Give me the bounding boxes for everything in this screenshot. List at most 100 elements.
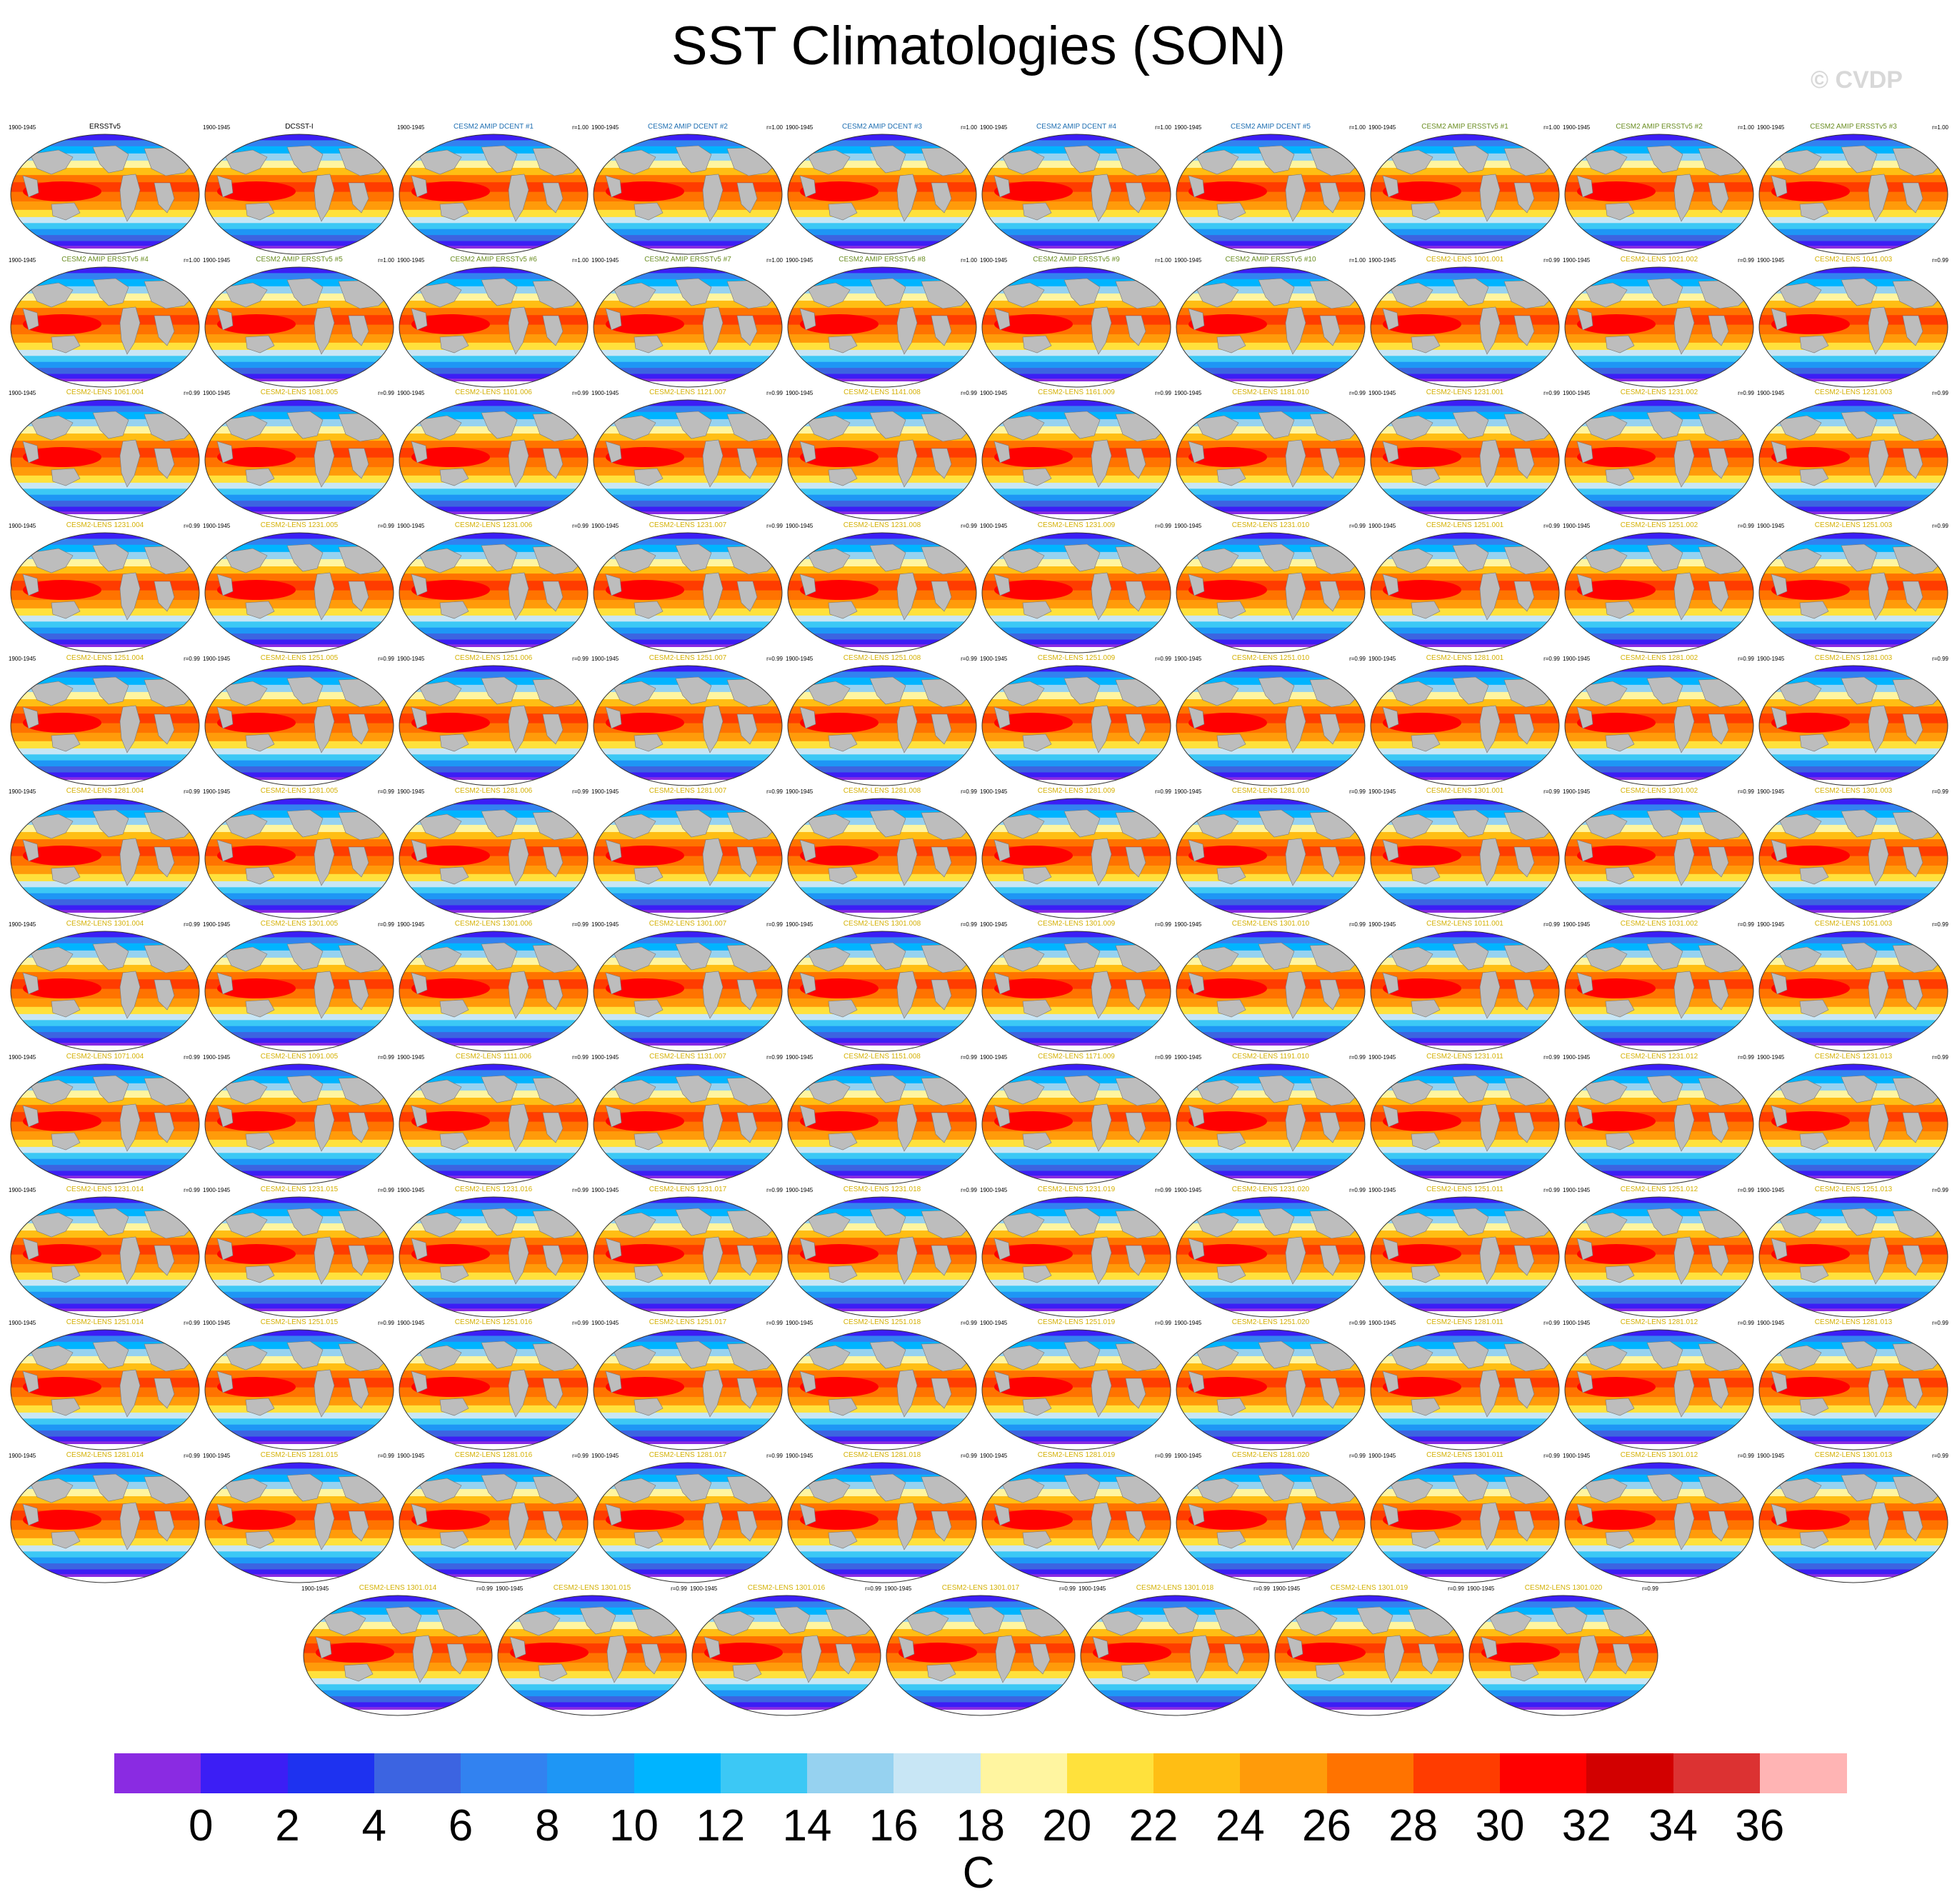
land — [119, 439, 141, 488]
land — [29, 149, 74, 175]
sst-band — [399, 1070, 588, 1077]
panel-title: CESM2-LENS 1251.018 — [843, 1318, 921, 1326]
sst-band — [1759, 573, 1948, 582]
warm-pool — [606, 181, 684, 201]
land — [1778, 149, 1822, 175]
panel-correlation: r=0.99 — [1932, 1054, 1948, 1061]
panel-period: 1900-1945 — [980, 1320, 1008, 1326]
sst-band — [982, 1006, 1171, 1015]
sst-map — [1274, 1595, 1464, 1716]
sst-band — [1565, 804, 1753, 811]
land — [542, 979, 564, 1011]
land — [1513, 1112, 1535, 1143]
sst-band — [205, 1197, 394, 1204]
sst-band — [1371, 134, 1559, 141]
sst-band — [1176, 671, 1365, 678]
panel-correlation: r=1.00 — [1932, 124, 1948, 131]
sst-band — [11, 931, 199, 938]
sst-band — [788, 241, 976, 247]
sst-band — [788, 506, 976, 513]
sst-band — [982, 1551, 1171, 1558]
land — [29, 813, 74, 839]
panel-correlation: r=0.99 — [1155, 1054, 1171, 1061]
map-border — [1758, 266, 1948, 388]
land — [245, 335, 275, 354]
warm-pool — [1771, 1111, 1850, 1131]
sst-map — [1176, 134, 1366, 255]
sst-band — [982, 1298, 1171, 1305]
land — [799, 972, 816, 995]
land — [411, 175, 428, 198]
sst-band — [594, 706, 782, 715]
map-panel: CESM2-LENS 1301.016 1900-1945 r=0.99 — [690, 1584, 883, 1718]
sst-band — [205, 1418, 394, 1426]
panel-title: CESM2-LENS 1301.010 — [1231, 920, 1310, 928]
sst-band — [1371, 881, 1559, 888]
map-panel: CESM2-LENS 1281.002 1900-1945 r=0.99 — [1563, 654, 1756, 788]
land — [1411, 1265, 1441, 1283]
sst-band — [205, 1026, 394, 1033]
land — [1799, 1265, 1829, 1283]
land — [508, 572, 529, 621]
land — [119, 174, 141, 222]
sst-band — [205, 760, 394, 768]
land — [439, 1265, 469, 1283]
sst-band — [1176, 760, 1365, 768]
panel-period: 1900-1945 — [397, 257, 425, 264]
land — [22, 972, 39, 995]
sst-band — [1371, 754, 1559, 761]
land — [1902, 1378, 1923, 1409]
sst-band — [205, 229, 394, 236]
sst-band — [1565, 1363, 1753, 1372]
sst-band — [1565, 1336, 1753, 1343]
warm-pool — [704, 1643, 783, 1663]
sst-band — [11, 406, 199, 413]
sst-band — [594, 893, 782, 901]
sst-band — [1371, 798, 1559, 806]
land — [216, 1105, 234, 1128]
sst-band — [399, 1026, 588, 1033]
sst-band — [982, 748, 1171, 756]
sst-band — [1371, 804, 1559, 811]
sst-band — [1759, 608, 1948, 616]
sst-band — [788, 832, 976, 841]
map-panel: CESM2-LENS 1231.002 1900-1945 r=0.99 — [1563, 389, 1756, 523]
sst-map — [787, 665, 977, 786]
sst-band — [1565, 1197, 1753, 1204]
sst-band — [594, 1563, 782, 1570]
sst-band — [399, 741, 588, 749]
sst-band — [594, 356, 782, 363]
land — [982, 381, 1171, 387]
sst-band — [1371, 1468, 1559, 1475]
land — [1513, 979, 1535, 1011]
sst-band — [1759, 488, 1948, 496]
sst-band — [1371, 1238, 1559, 1246]
sst-band — [1176, 1303, 1365, 1310]
sst-band — [788, 223, 976, 230]
sst-band — [788, 267, 976, 274]
sst-band — [399, 406, 588, 413]
sst-band — [982, 1105, 1171, 1113]
land — [1188, 706, 1205, 729]
land — [439, 866, 469, 885]
land — [1605, 1530, 1635, 1549]
sst-band — [1759, 1203, 1948, 1210]
land — [1565, 1311, 1753, 1317]
sst-band — [788, 494, 976, 502]
sst-band — [594, 1545, 782, 1553]
panel-correlation: r=0.99 — [1932, 1187, 1948, 1193]
warm-pool — [217, 846, 296, 866]
land — [1868, 306, 1889, 355]
map-panel: CESM2-LENS 1251.017 1900-1945 r=0.99 — [591, 1318, 784, 1453]
sst-band — [1176, 621, 1365, 628]
panel-correlation: r=0.99 — [184, 1187, 200, 1193]
sst-map — [399, 134, 589, 255]
panel-title: CESM2-LENS 1231.019 — [1037, 1186, 1116, 1193]
panel-title: CESM2-LENS 1301.011 — [1426, 1451, 1503, 1459]
sst-band — [205, 1013, 394, 1021]
panel-period: 1900-1945 — [1467, 1585, 1495, 1592]
panel-correlation: r=0.99 — [1738, 1320, 1754, 1326]
land — [1902, 448, 1923, 479]
sst-band — [1371, 1013, 1559, 1021]
sst-band — [1565, 235, 1753, 242]
